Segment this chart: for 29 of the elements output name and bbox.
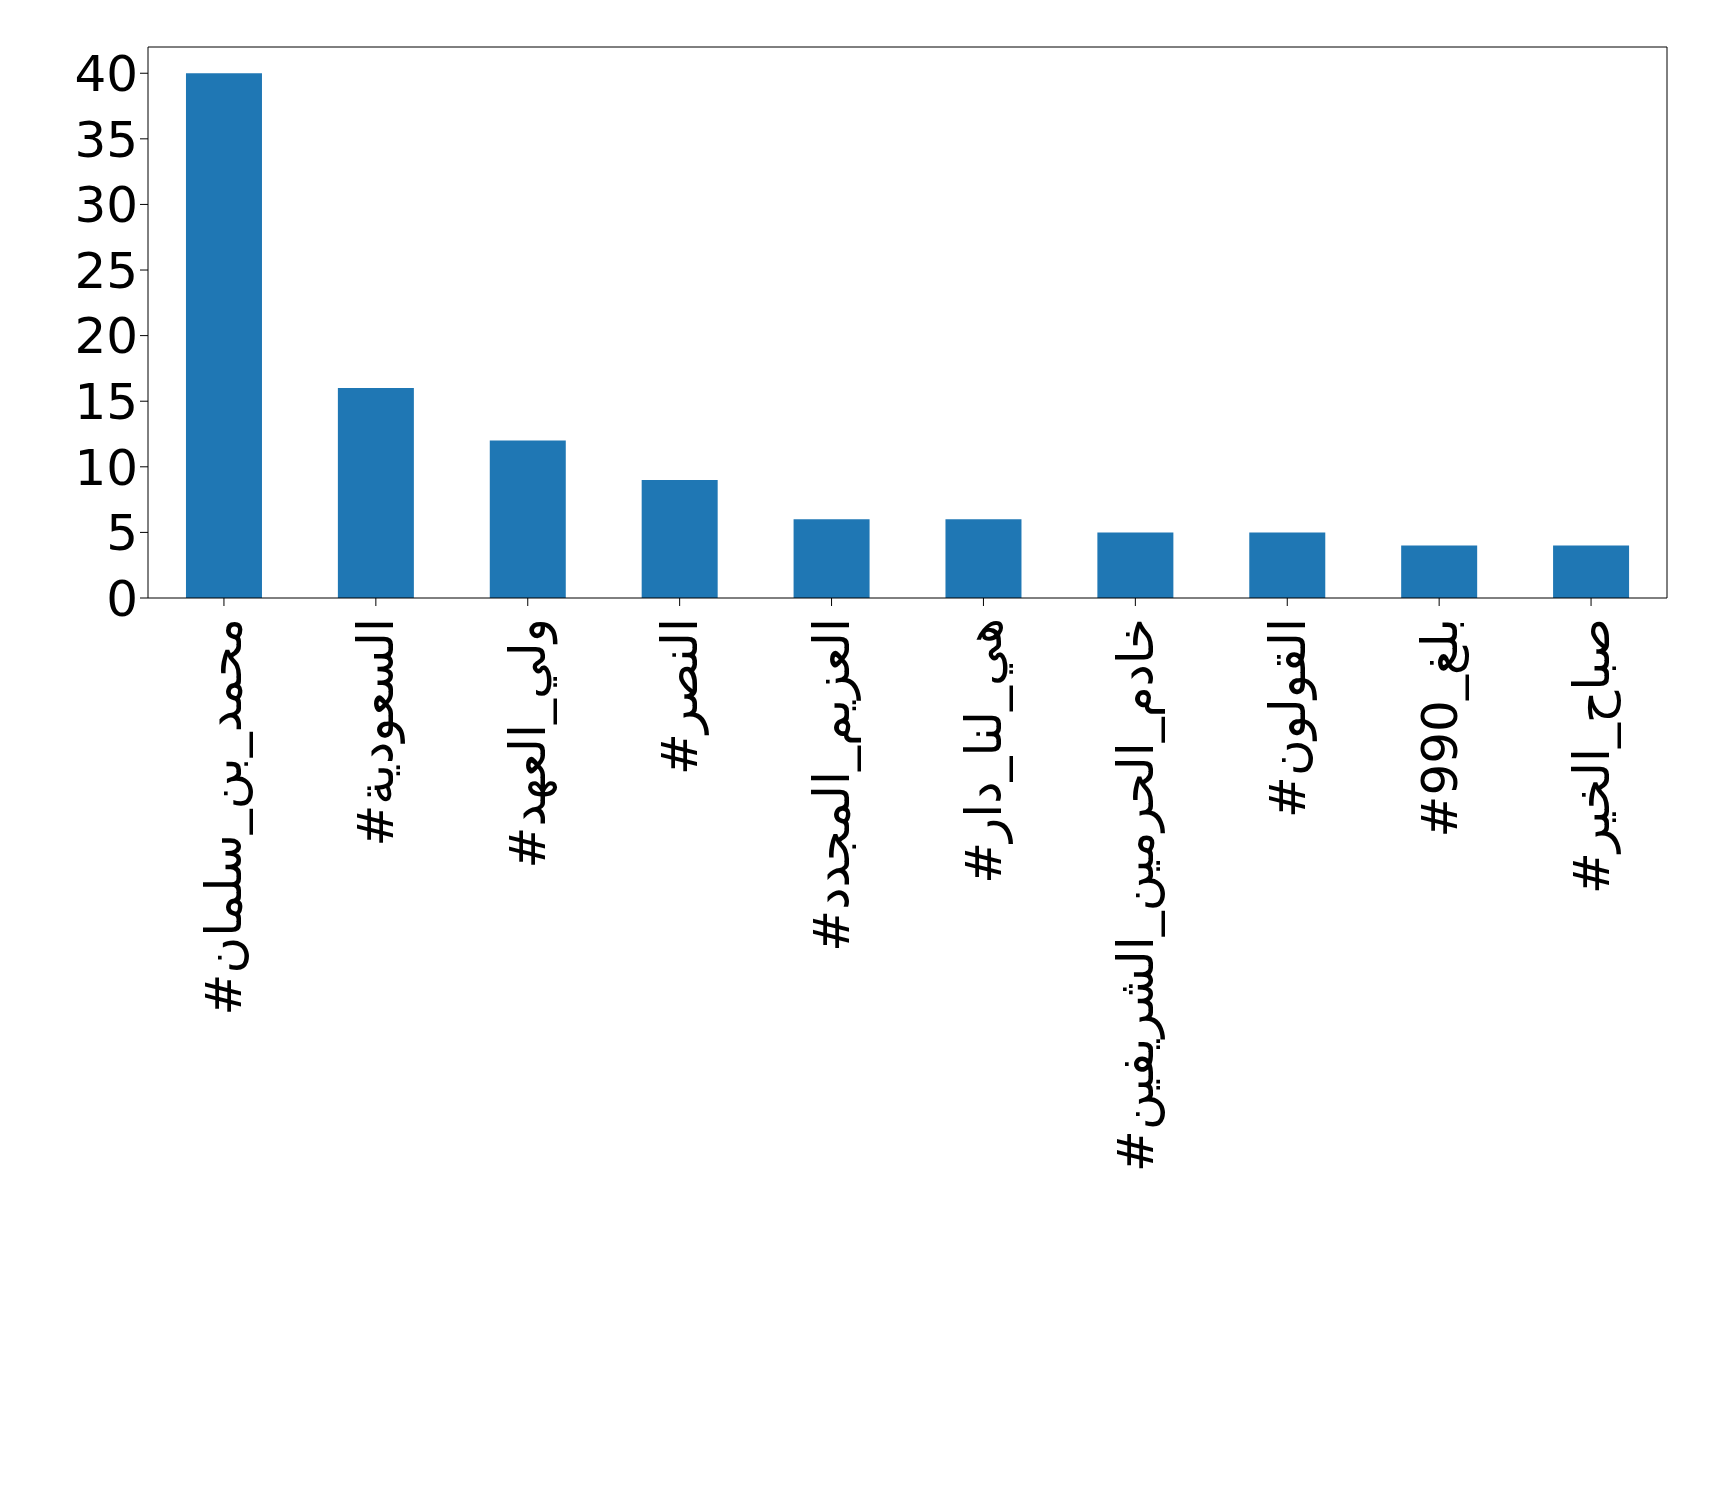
x-tick-label: #النصر [651, 618, 710, 776]
bar [641, 479, 718, 598]
y-tick-label: 0 [106, 569, 138, 628]
y-tick-label: 35 [74, 110, 138, 169]
x-tick-label: #ولي_العهد [499, 618, 559, 869]
x-tick-label: #العزيم_المجدد [803, 618, 862, 952]
y-tick-label: 15 [74, 372, 138, 431]
x-tick-label: #محمد_بن_سلمان [195, 618, 254, 1016]
bar [1553, 545, 1630, 598]
bar [185, 73, 262, 598]
bar [489, 440, 566, 598]
bar [793, 519, 870, 598]
x-tick-label: #هي_لنا_دار [954, 618, 1013, 884]
x-tick-label: #السعودية [347, 618, 406, 847]
bar [945, 519, 1022, 598]
y-tick-label: 20 [74, 307, 138, 366]
bar [1097, 532, 1174, 598]
bar [1401, 545, 1478, 598]
y-tick-label: 40 [74, 44, 138, 103]
x-tick-label: #القولون [1258, 618, 1317, 818]
y-tick-label: 5 [106, 504, 138, 563]
bar [1249, 532, 1326, 598]
bar [337, 388, 414, 598]
y-tick-label: 30 [74, 176, 138, 235]
y-tick-label: 10 [74, 438, 138, 497]
x-tick-label: #خادم_الحرمين_الشريفين [1106, 618, 1165, 1172]
y-tick-label: 25 [74, 241, 138, 300]
x-tick-label: #بلغ_990 [1410, 618, 1470, 838]
x-tick-label: #صباح_الخير [1562, 618, 1621, 895]
